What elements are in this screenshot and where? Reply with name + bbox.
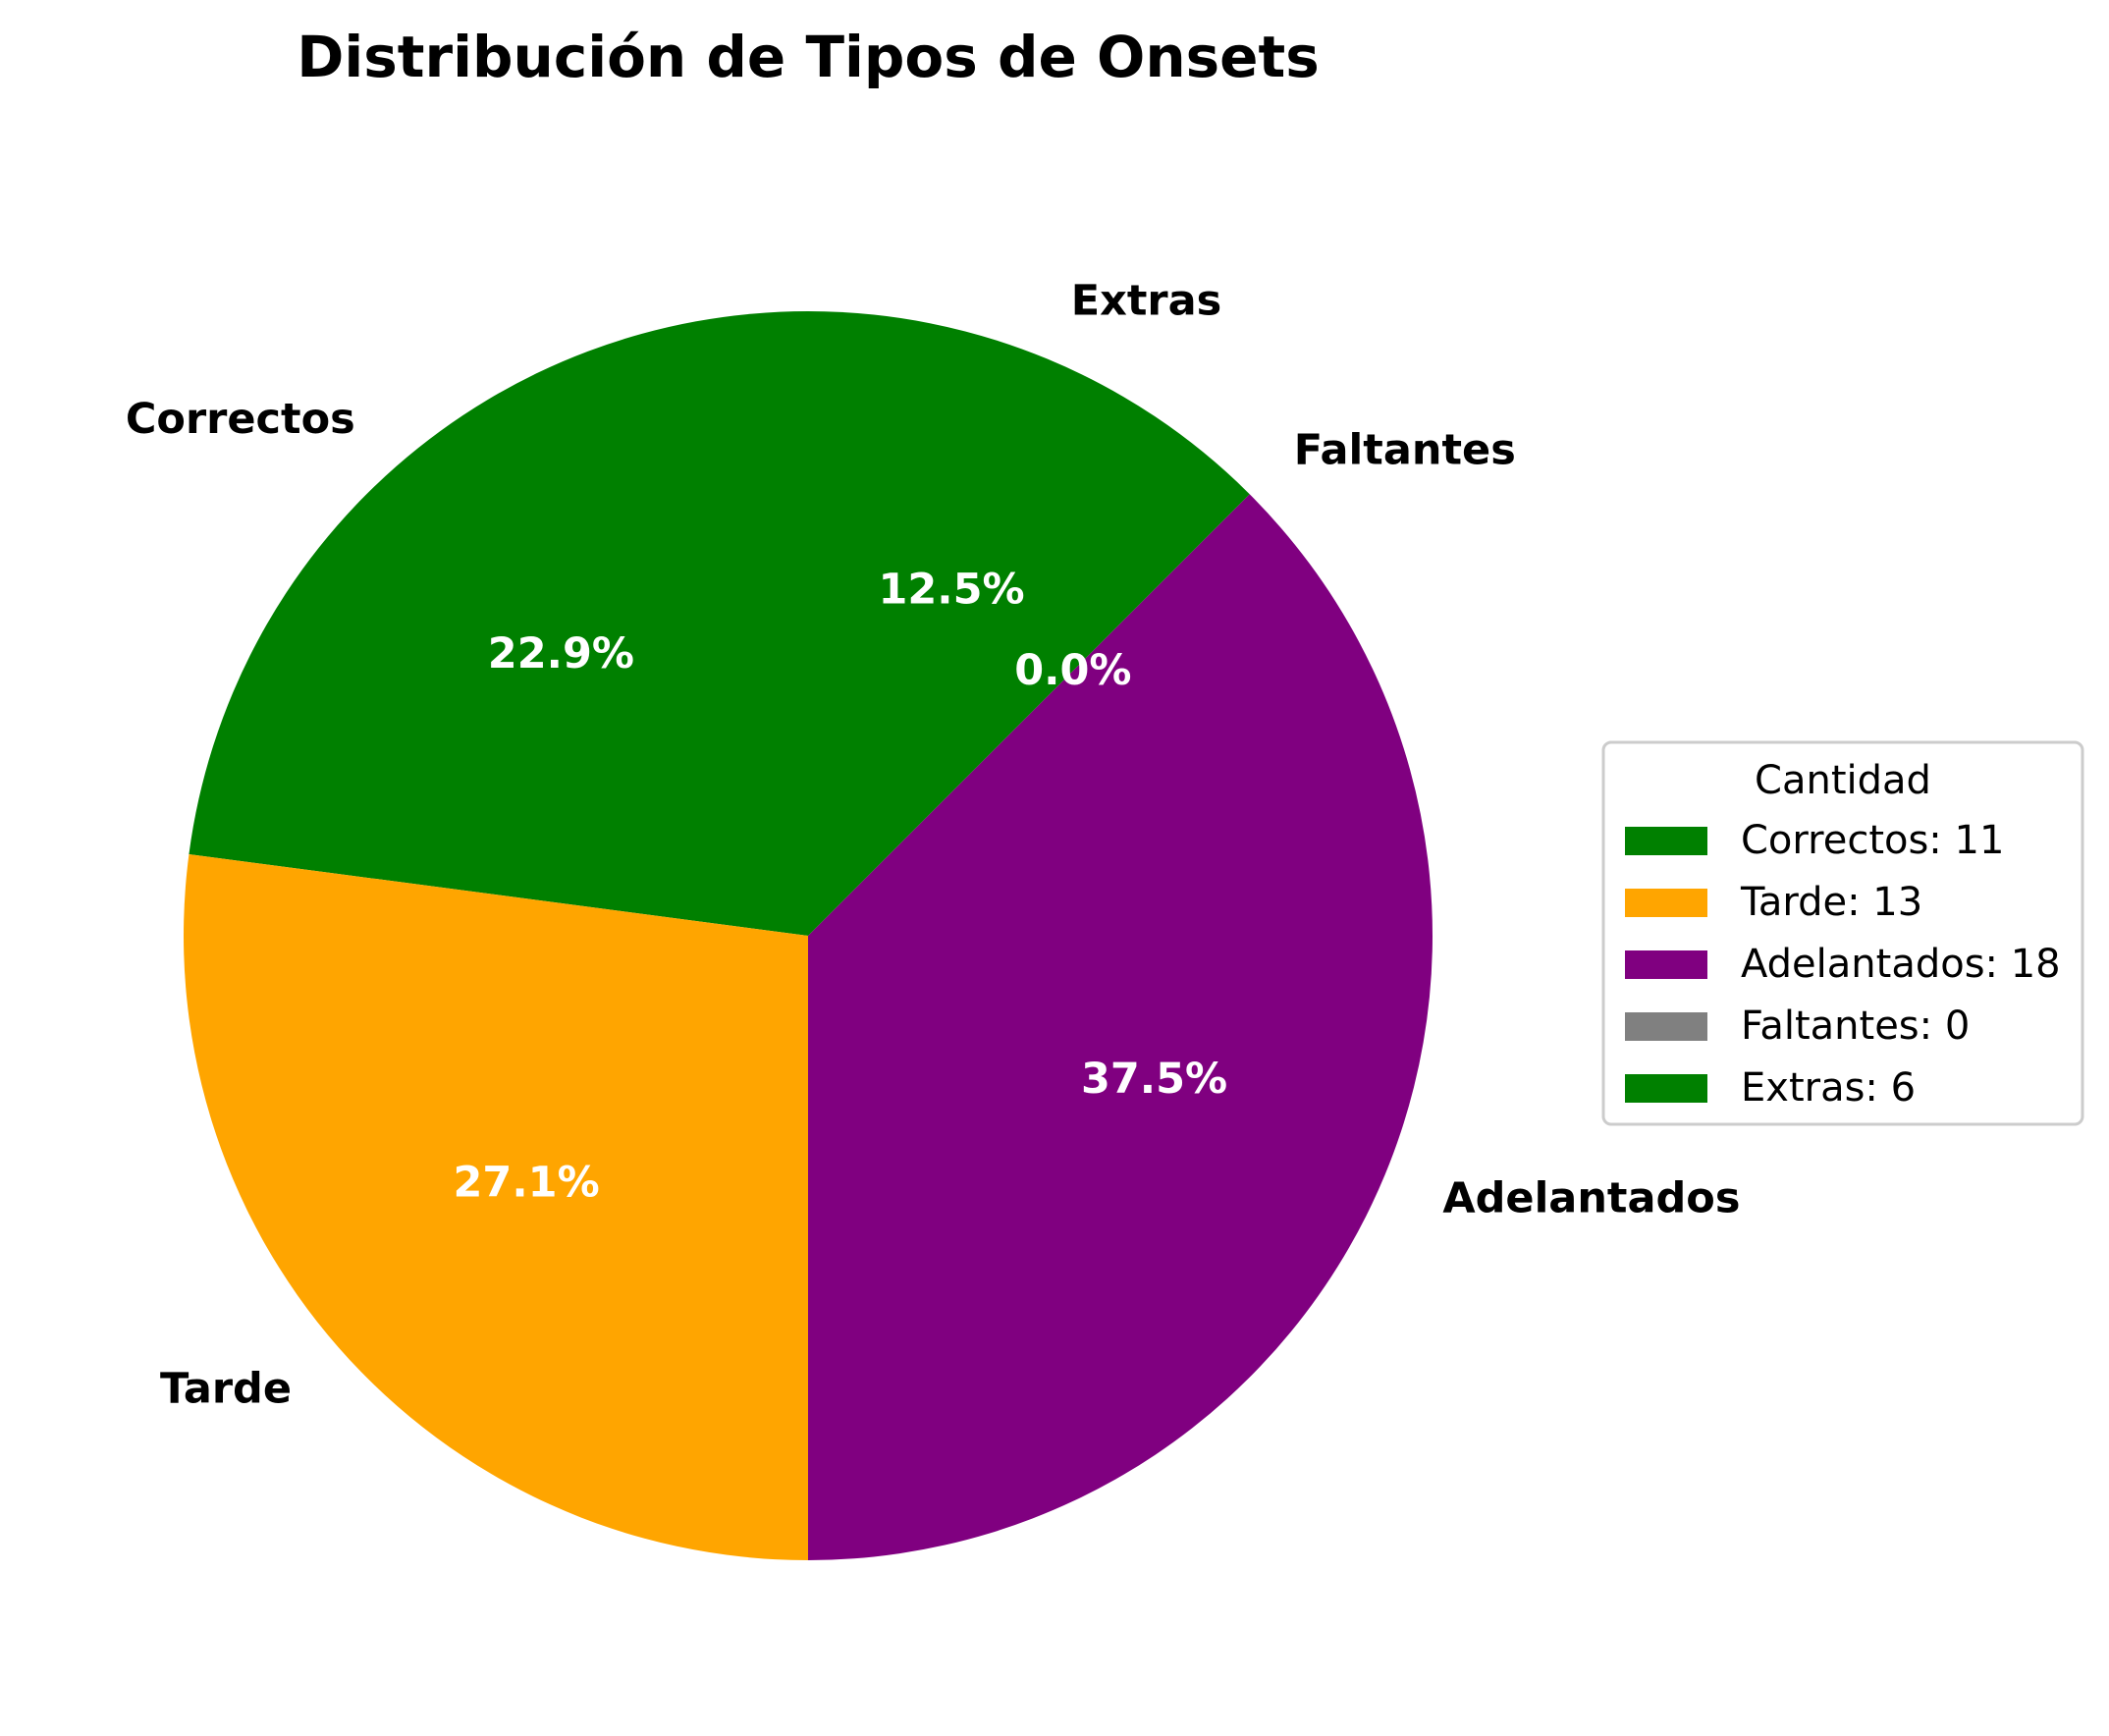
legend-entry-tarde: Tarde: 13	[1740, 880, 1922, 925]
legend: Cantidad Correctos: 11 Tarde: 13 Adelantad…	[1601, 740, 2084, 1126]
legend-entry-extras: Extras: 6	[1741, 1065, 1916, 1111]
pie-slice-adelantados	[808, 494, 1433, 1561]
pie-slice-extras	[808, 311, 1250, 936]
slice-label-extras: Extras	[1071, 277, 1221, 326]
legend-swatch-faltantes	[1625, 1012, 1707, 1041]
percent-labels: 22.9% 27.1% 37.5% 0.0% 12.5%	[454, 565, 1228, 1207]
legend-entry-faltantes: Faltantes: 0	[1741, 1004, 1970, 1049]
slice-label-adelantados: Adelantados	[1442, 1174, 1740, 1223]
slice-label-faltantes: Faltantes	[1294, 425, 1516, 474]
legend-swatch-adelantados	[1625, 950, 1707, 979]
pie-slices	[184, 311, 1433, 1561]
percent-label-tarde: 27.1%	[454, 1159, 600, 1208]
percent-label-faltantes: 0.0%	[1014, 646, 1131, 695]
percent-label-extras: 12.5%	[878, 565, 1024, 614]
chart-title: Distribución de Tipos de Onsets	[297, 24, 1319, 90]
legend-items: Correctos: 11 Tarde: 13 Adelantados: 18 Fal…	[1625, 818, 2061, 1111]
legend-box	[1601, 740, 2084, 1126]
legend-swatch-tarde	[1625, 889, 1707, 917]
pie-slice-tarde	[184, 853, 809, 1560]
legend-swatch-correctos	[1625, 827, 1707, 855]
legend-title: Cantidad	[1755, 758, 1931, 803]
legend-entry-adelantados: Adelantados: 18	[1741, 942, 2061, 987]
slice-label-tarde: Tarde	[160, 1364, 292, 1413]
legend-swatch-extras	[1625, 1074, 1707, 1103]
slice-labels: Correctos Tarde Adelantados Faltantes Extras	[126, 277, 1741, 1414]
percent-label-correctos: 22.9%	[488, 629, 634, 678]
slice-label-correctos: Correctos	[126, 395, 355, 444]
percent-label-adelantados: 37.5%	[1081, 1055, 1227, 1104]
legend-entry-correctos: Correctos: 11	[1741, 818, 2004, 863]
pie-slice-correctos	[189, 311, 809, 936]
